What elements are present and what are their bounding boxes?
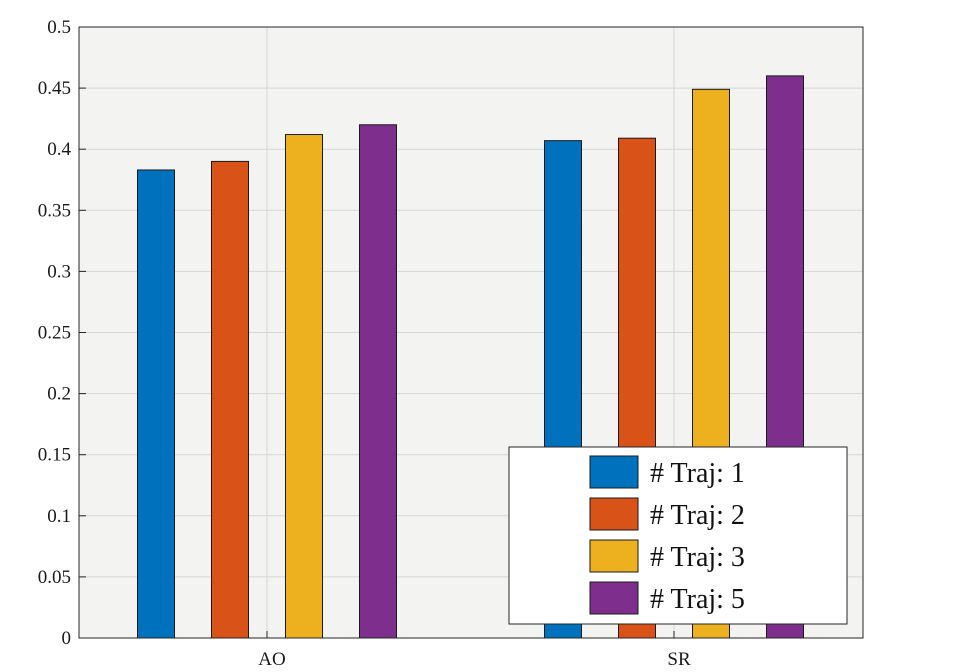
y-tick-label: 0.35	[38, 200, 71, 221]
y-tick-label: 0.2	[47, 384, 71, 405]
y-tick-label: 0	[62, 628, 72, 649]
bar-ao-series-1	[137, 169, 175, 639]
y-tick-label: 0.3	[47, 261, 71, 282]
x-tick-label: AO	[258, 649, 285, 670]
legend-label-3: # Traj: 3	[650, 542, 745, 573]
legend-swatch-2	[589, 497, 639, 531]
legend-label-1: # Traj: 1	[650, 458, 745, 489]
bar-ao-series-4	[359, 124, 397, 639]
legend-swatch-3	[589, 539, 639, 573]
y-tick-label: 0.25	[38, 323, 71, 344]
legend: # Traj: 1 # Traj: 2 # Traj: 3 # Traj: 5	[508, 446, 848, 625]
bar-ao-series-3	[285, 134, 323, 639]
legend-swatch-1	[589, 455, 639, 489]
legend-swatch-4	[589, 581, 639, 615]
y-tick-label: 0.1	[47, 506, 71, 527]
bar-ao-series-2	[211, 160, 249, 639]
x-axis: AO SR	[258, 631, 691, 670]
legend-box	[508, 446, 848, 625]
y-tick-label: 0.5	[47, 17, 71, 38]
y-axis: 0 0.05 0.1 0.15 0.2 0.25 0.3 0.35 0.4 0.45 0.5	[38, 17, 86, 649]
x-tick-label: SR	[667, 649, 691, 670]
y-tick-label: 0.15	[38, 445, 71, 466]
legend-label-4: # Traj: 5	[650, 584, 745, 615]
y-tick-label: 0.45	[38, 78, 71, 99]
legend-label-2: # Traj: 2	[650, 500, 745, 531]
y-tick-label: 0.05	[38, 567, 71, 588]
y-tick-label: 0.4	[47, 139, 71, 160]
